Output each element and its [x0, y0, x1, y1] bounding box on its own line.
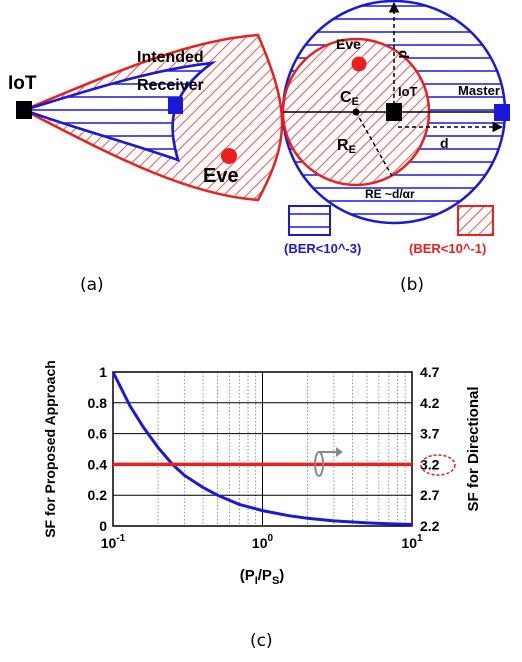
legend-red-swatch	[457, 205, 494, 236]
caption-a: (a)	[80, 275, 104, 295]
ticks-x: 10-1 100 101	[101, 533, 423, 551]
master-label: Master	[458, 83, 500, 98]
panel-c-chart: 00.20.40.60.81 2.22.73.23.74.24.7 10-1 10…	[42, 360, 482, 651]
tick-label-right: 4.2	[420, 395, 440, 411]
caption-b: (b)	[400, 275, 424, 295]
tick-label-right: 3.7	[420, 426, 440, 442]
plot-frame	[112, 371, 413, 527]
eve-node-b	[351, 56, 367, 72]
ticks-right: 2.2 2.7 3.2 3.7 4.2 4.7	[420, 364, 440, 534]
series-line-0	[111, 371, 413, 526]
re-radius-line	[355, 111, 393, 177]
receiver-node	[168, 97, 183, 114]
legend-red-label: (BER<10^-1)	[409, 241, 486, 256]
re-label: RE	[337, 137, 356, 156]
tick-label-x: 101	[401, 533, 423, 551]
caption-c: (c)	[250, 631, 273, 651]
tick-label-right: 2.7	[420, 487, 440, 503]
rotate-arrow-icon	[314, 447, 343, 477]
ce-label: CE	[340, 89, 359, 108]
tick-label-left: 0.8	[88, 395, 108, 411]
re-formula: RE ~d/αr	[365, 187, 415, 201]
iot-node-a	[16, 101, 32, 119]
ylabel-right: SF for Directional	[465, 386, 482, 511]
legend-blue-label: (BER<10^-3)	[284, 241, 361, 256]
receiver-label-line2: Receiver	[137, 77, 204, 94]
d-label-bottom: d	[440, 135, 449, 151]
tick-label-left: 0	[99, 518, 107, 534]
iot-label-a: IoT	[8, 73, 37, 94]
tick-label-left: 0.2	[88, 487, 108, 503]
highlight-ellipse	[420, 454, 456, 476]
eve-label-b: Eve	[336, 36, 361, 52]
panel-a: IoT Intended Receiver Eve (a)	[8, 33, 284, 295]
tick-label-left: 0.6	[88, 426, 108, 442]
tick-label-x: 10-1	[101, 533, 126, 551]
eve-node-a	[221, 148, 237, 164]
tick-label-right: 3.2	[420, 456, 440, 472]
legend-blue-swatch	[288, 205, 331, 236]
xlabel: (PI/PS)	[240, 567, 285, 587]
tick-label-right: 4.7	[420, 364, 440, 380]
tick-label-right: 2.2	[420, 518, 440, 534]
d-label-vertical: d	[396, 50, 412, 59]
series-layer	[111, 371, 413, 526]
grid-minor	[157, 372, 406, 526]
tick-label-x: 100	[252, 533, 274, 551]
eve-label-a: Eve	[203, 165, 239, 187]
receiver-label-line1: Intended	[137, 49, 204, 66]
tick-label-left: 1	[99, 364, 107, 380]
master-node	[494, 104, 510, 121]
panel-b: Eve CE RE IoT Master d d RE ~d/αr (BER<1…	[281, 0, 510, 295]
ylabel-left: SF for Proposed Approach	[42, 360, 58, 538]
ticks-left: 0 0.2 0.4 0.6 0.8 1	[88, 364, 108, 534]
iot-label-b: IoT	[398, 84, 418, 99]
tick-label-left: 0.4	[88, 456, 108, 472]
